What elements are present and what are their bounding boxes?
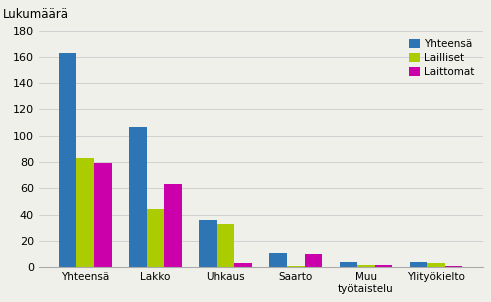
Bar bbox=[217, 224, 234, 267]
Bar bbox=[304, 254, 322, 267]
Bar bbox=[77, 158, 94, 267]
Text: Lukumäärä: Lukumäärä bbox=[3, 8, 69, 21]
Bar bbox=[410, 262, 427, 267]
Legend: Yhteensä, Lailliset, Laittomat: Yhteensä, Lailliset, Laittomat bbox=[406, 36, 477, 80]
Bar bbox=[375, 265, 392, 267]
Bar bbox=[357, 265, 375, 267]
Bar bbox=[147, 209, 164, 267]
Bar bbox=[199, 220, 217, 267]
Bar bbox=[445, 266, 463, 267]
Bar bbox=[427, 263, 445, 267]
Bar bbox=[340, 262, 357, 267]
Bar bbox=[94, 163, 111, 267]
Bar bbox=[234, 263, 252, 267]
Bar bbox=[129, 127, 147, 267]
Bar bbox=[164, 185, 182, 267]
Bar bbox=[270, 253, 287, 267]
Bar bbox=[59, 53, 77, 267]
Bar bbox=[287, 266, 304, 267]
